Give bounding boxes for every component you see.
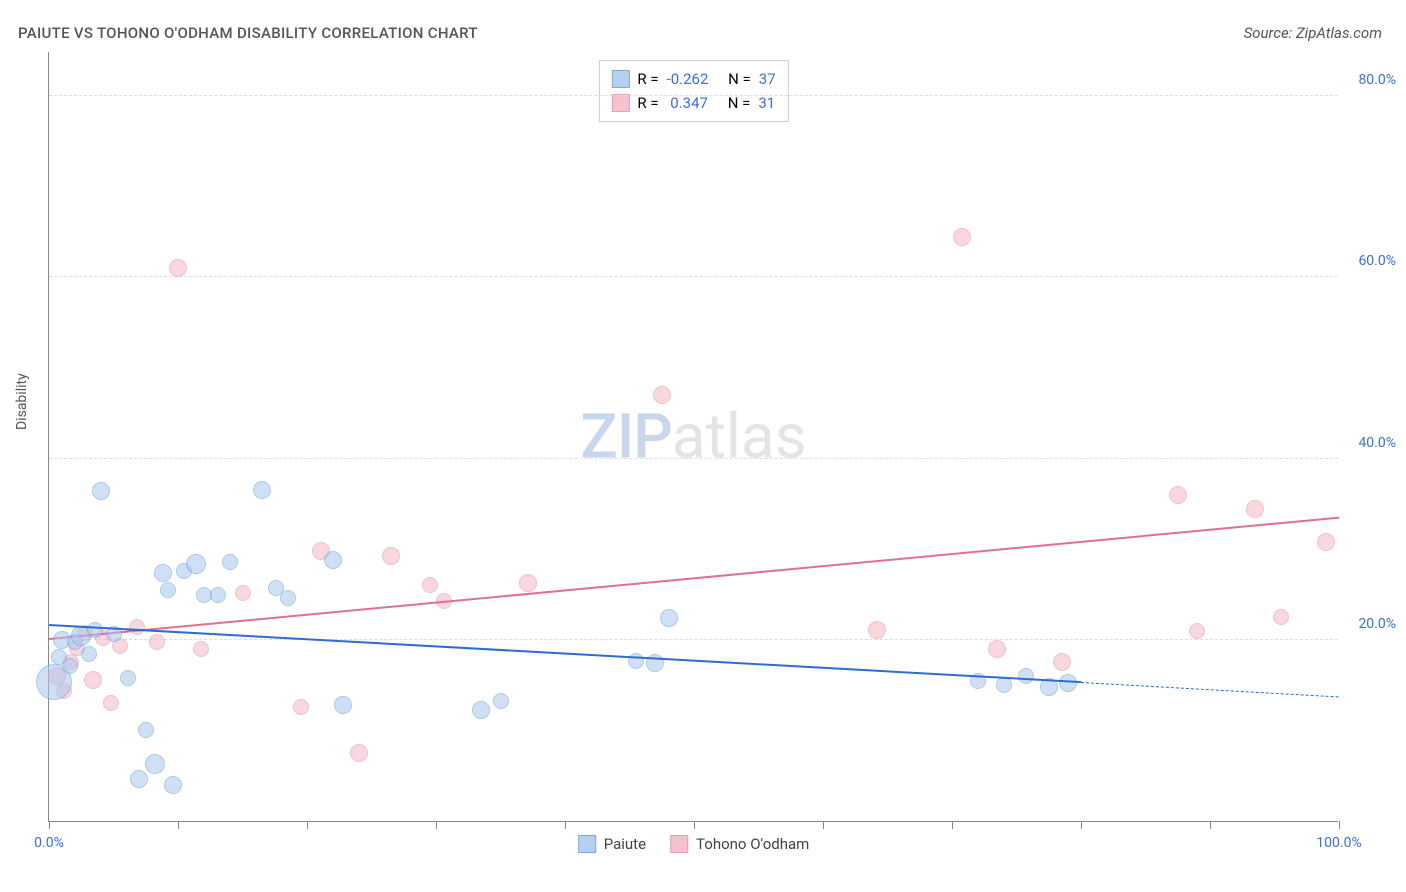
- gridline: [49, 95, 1338, 96]
- legend-label-tohono: Tohono O'odham: [696, 835, 809, 853]
- r-value-paiute: -0.262: [667, 67, 709, 91]
- ytick-label: 80.0%: [1358, 72, 1396, 88]
- data-point-paiute: [324, 551, 342, 569]
- data-point-paiute: [996, 677, 1012, 693]
- data-point-tohono: [422, 577, 438, 593]
- data-point-paiute: [81, 646, 97, 662]
- data-point-paiute: [472, 701, 490, 719]
- n-value-paiute: 37: [759, 67, 776, 91]
- data-point-paiute: [628, 653, 644, 669]
- data-point-paiute: [154, 564, 172, 582]
- y-axis-label: Disability: [14, 373, 30, 430]
- data-point-paiute: [1059, 674, 1077, 692]
- data-point-tohono: [350, 744, 368, 762]
- xtick: [952, 821, 953, 829]
- trendline-extrapolated: [1081, 682, 1339, 697]
- data-point-tohono: [868, 621, 886, 639]
- gridline: [49, 276, 1338, 277]
- data-point-paiute: [130, 770, 148, 788]
- data-point-paiute: [62, 658, 78, 674]
- data-point-paiute: [334, 696, 352, 714]
- legend-item-paiute: Paiute: [578, 835, 646, 853]
- swatch-paiute: [611, 70, 629, 88]
- data-point-tohono: [129, 619, 145, 635]
- data-point-tohono: [1169, 486, 1187, 504]
- swatch-tohono: [611, 94, 629, 112]
- data-point-tohono: [1273, 609, 1289, 625]
- data-point-tohono: [193, 641, 209, 657]
- series-legend: Paiute Tohono O'odham: [578, 835, 810, 853]
- xtick: [1339, 821, 1340, 829]
- data-point-tohono: [1246, 500, 1264, 518]
- watermark-atlas: atlas: [672, 400, 807, 473]
- data-point-tohono: [1317, 533, 1335, 551]
- gridline: [49, 639, 1338, 640]
- data-point-paiute: [253, 481, 271, 499]
- data-point-tohono: [988, 640, 1006, 658]
- plot-area: ZIPatlas R = -0.262 N = 37 R = 0.347 N =…: [48, 52, 1338, 822]
- xtick: [565, 821, 566, 829]
- data-point-tohono: [169, 259, 187, 277]
- ytick-label: 20.0%: [1358, 616, 1396, 632]
- data-point-paiute: [138, 722, 154, 738]
- data-point-paiute: [164, 776, 182, 794]
- data-point-tohono: [1189, 623, 1205, 639]
- n-label: N =: [728, 67, 751, 91]
- r-label: R =: [637, 67, 658, 91]
- data-point-tohono: [235, 585, 251, 601]
- data-point-tohono: [1053, 653, 1071, 671]
- legend-item-tohono: Tohono O'odham: [670, 835, 809, 853]
- data-point-tohono: [149, 634, 165, 650]
- xtick: [49, 821, 50, 829]
- data-point-paiute: [92, 482, 110, 500]
- swatch-paiute-bottom: [578, 835, 596, 853]
- trendline: [49, 516, 1339, 639]
- data-point-paiute: [1018, 668, 1034, 684]
- data-point-paiute: [222, 554, 238, 570]
- chart-title: PAIUTE VS TOHONO O'ODHAM DISABILITY CORR…: [18, 24, 478, 42]
- legend-label-paiute: Paiute: [604, 835, 646, 853]
- data-point-paiute: [120, 670, 136, 686]
- xtick: [694, 821, 695, 829]
- xtick: [307, 821, 308, 829]
- stats-row-paiute: R = -0.262 N = 37: [611, 67, 775, 91]
- xtick: [178, 821, 179, 829]
- data-point-paiute: [87, 622, 103, 638]
- gridline: [49, 458, 1338, 459]
- data-point-paiute: [160, 582, 176, 598]
- data-point-tohono: [103, 695, 119, 711]
- data-point-tohono: [293, 699, 309, 715]
- watermark: ZIPatlas: [580, 400, 806, 473]
- data-point-tohono: [382, 547, 400, 565]
- watermark-zip: ZIP: [580, 400, 672, 473]
- data-point-paiute: [186, 554, 206, 574]
- stats-legend: R = -0.262 N = 37 R = 0.347 N = 31: [598, 60, 788, 122]
- xtick: [823, 821, 824, 829]
- ytick-label: 60.0%: [1358, 253, 1396, 269]
- ytick-label: 40.0%: [1358, 435, 1396, 451]
- swatch-tohono-bottom: [670, 835, 688, 853]
- data-point-paiute: [210, 587, 226, 603]
- data-point-paiute: [660, 609, 678, 627]
- xtick: [436, 821, 437, 829]
- source-attribution: Source: ZipAtlas.com: [1244, 24, 1382, 42]
- xtick-label: 100.0%: [1316, 835, 1361, 851]
- xtick-label: 0.0%: [34, 835, 64, 851]
- xtick: [1210, 821, 1211, 829]
- data-point-tohono: [953, 228, 971, 246]
- xtick: [1081, 821, 1082, 829]
- data-point-tohono: [84, 671, 102, 689]
- data-point-paiute: [145, 754, 165, 774]
- data-point-tohono: [519, 574, 537, 592]
- data-point-tohono: [653, 386, 671, 404]
- data-point-paiute: [493, 693, 509, 709]
- data-point-paiute: [280, 590, 296, 606]
